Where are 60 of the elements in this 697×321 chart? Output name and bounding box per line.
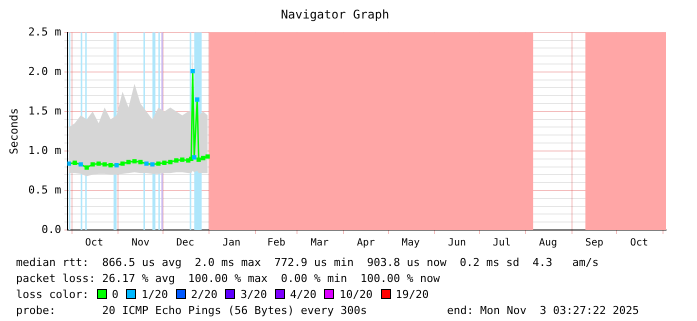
point: [144, 161, 149, 166]
y-tick-label: 2.5 m: [28, 25, 62, 38]
point: [138, 160, 143, 164]
text: 19/20: [396, 288, 429, 300]
point: [72, 160, 77, 165]
point: [180, 157, 184, 162]
y-tick-label: 1.0 m: [28, 144, 62, 157]
y-tick-label: 0.0: [41, 222, 62, 236]
y-axis-title: Seconds: [7, 108, 20, 154]
point: [192, 155, 196, 160]
x-tick-label: May: [402, 238, 420, 249]
point: [168, 160, 172, 164]
text: 10/20: [339, 288, 373, 300]
x-tick-label: Nov: [131, 238, 150, 249]
point: [201, 156, 206, 160]
x-tick-label: Apr: [356, 238, 375, 249]
x-tick-label: Jan: [222, 238, 241, 249]
point: [189, 156, 194, 162]
point: [126, 160, 131, 164]
point: [162, 160, 167, 165]
text: 4/20: [290, 288, 316, 300]
point: [114, 163, 119, 168]
x-tick-label: Mar: [310, 238, 329, 249]
text: 0: [112, 288, 118, 300]
point: [150, 162, 155, 167]
text: end: Mon Nov 3 03:27:22 2025: [447, 304, 640, 316]
chart-title: Navigator Graph: [280, 7, 390, 22]
text: median rtt: 866.5 us avg 2.0 ms max 772.9 us min 903.8 us now 0.2 ms sd 4.3 am/s: [16, 256, 599, 268]
x-tick-label: Oct: [85, 238, 104, 249]
x-tick-label: Dec: [176, 238, 194, 249]
text: loss color:: [16, 288, 89, 300]
y-tick-label: 0.5 m: [28, 183, 62, 196]
y-tick-label: 1.5 m: [28, 104, 62, 118]
point: [190, 68, 195, 74]
point: [67, 161, 71, 166]
point: [196, 157, 201, 162]
point: [195, 97, 200, 102]
y-tick-label: 2.0 m: [28, 64, 62, 78]
x-tick-label: Feb: [267, 238, 286, 249]
point: [108, 163, 113, 168]
point: [174, 158, 178, 163]
point: [156, 161, 161, 166]
text: 2/20: [190, 288, 218, 300]
x-tick-label: Jul: [492, 238, 511, 249]
point: [132, 159, 137, 164]
x-tick-label: Oct: [630, 238, 648, 249]
point: [96, 161, 101, 166]
point: [102, 162, 107, 167]
point: [205, 154, 210, 159]
point: [90, 162, 95, 167]
x-tick-label: Sep: [585, 238, 604, 249]
point: [78, 162, 83, 167]
text: probe: 20 ICMP Echo Pings (56 Bytes) every 300s: [16, 304, 367, 316]
point: [84, 165, 89, 170]
x-tick-label: Jun: [448, 238, 466, 249]
x-tick-label: Aug: [539, 238, 558, 249]
point: [120, 161, 125, 166]
text: packet loss: 26.17 % avg 100.00 % max 0.00 % min 100.00 % now: [16, 272, 440, 284]
text: 1/20: [141, 288, 168, 300]
text: 3/20: [240, 288, 267, 300]
